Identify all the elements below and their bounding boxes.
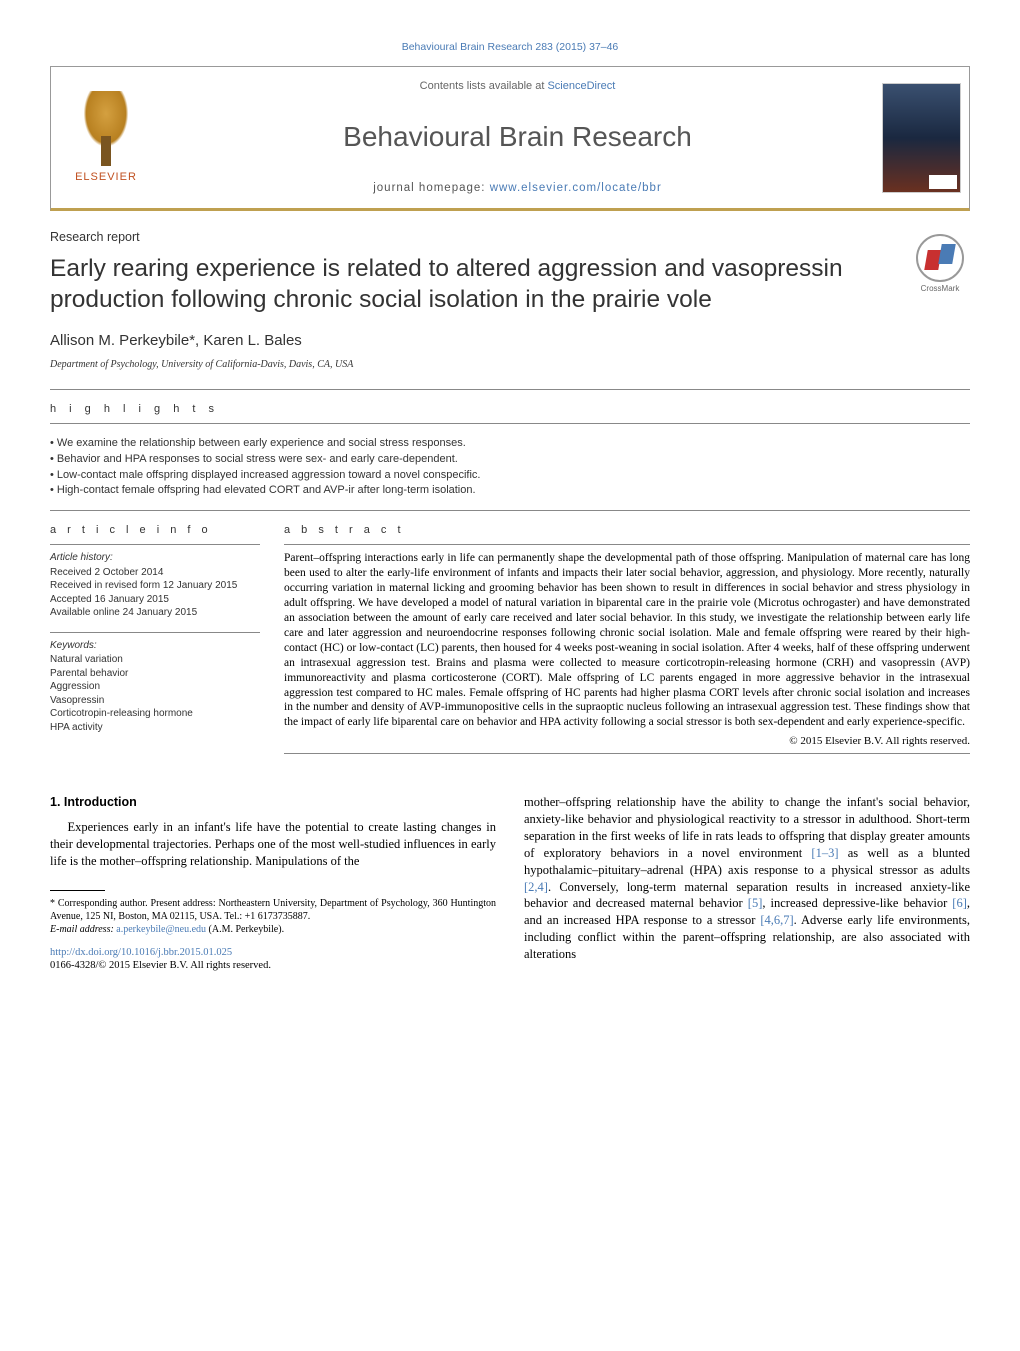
crossmark-icon [916,234,964,282]
footnotes: * Corresponding author. Present address:… [50,897,496,936]
journal-name: Behavioural Brain Research [171,118,864,156]
email-label: E-mail address: [50,924,116,935]
email-line: E-mail address: a.perkeybile@neu.edu (A.… [50,923,496,936]
article-info-heading: a r t i c l e i n f o [50,523,260,538]
crossmark-badge[interactable]: CrossMark [910,234,970,295]
sciencedirect-link[interactable]: ScienceDirect [547,80,615,92]
highlight-item: Behavior and HPA responses to social str… [50,452,970,467]
citation-link[interactable]: [1–3] [811,846,838,860]
elsevier-logo: ELSEVIER [61,88,151,188]
keyword-item: HPA activity [50,721,260,735]
article-type: Research report [50,229,970,246]
highlight-item: High-contact female offspring had elevat… [50,483,970,498]
keyword-item: Aggression [50,680,260,694]
keyword-item: Natural variation [50,653,260,667]
keyword-item: Vasopressin [50,694,260,708]
intro-paragraph-cont: mother–offspring relationship have the a… [524,794,970,963]
history-received: Received 2 October 2014 [50,566,260,580]
history-label: Article history: [50,551,260,565]
citation-link[interactable]: [2,4] [524,880,548,894]
author-email-link[interactable]: a.perkeybile@neu.edu [116,924,206,935]
publisher-logo-area: ELSEVIER [51,67,161,208]
highlight-item: We examine the relationship between earl… [50,436,970,451]
journal-cover-thumb [874,67,969,208]
doi-link[interactable]: http://dx.doi.org/10.1016/j.bbr.2015.01.… [50,947,232,958]
contents-prefix: Contents lists available at [420,80,548,92]
highlights-list: We examine the relationship between earl… [50,436,970,498]
keyword-item: Parental behavior [50,667,260,681]
intro-heading: 1. Introduction [50,794,496,811]
body-two-columns: 1. Introduction Experiences early in an … [50,794,970,973]
doi-block: http://dx.doi.org/10.1016/j.bbr.2015.01.… [50,946,496,973]
affiliation: Department of Psychology, University of … [50,358,970,372]
crossmark-label: CrossMark [910,284,970,295]
citation-link[interactable]: [4,6,7] [760,913,793,927]
article-info-column: a r t i c l e i n f o Article history: R… [50,523,260,766]
journal-header: ELSEVIER Contents lists available at Sci… [50,66,970,211]
journal-reference: Behavioural Brain Research 283 (2015) 37… [50,40,970,54]
citation-link[interactable]: [5] [748,896,763,910]
contents-available-line: Contents lists available at ScienceDirec… [171,79,864,94]
highlight-item: Low-contact male offspring displayed inc… [50,468,970,483]
corresponding-author-note: * Corresponding author. Present address:… [50,897,496,923]
issn-copyright-line: 0166-4328/© 2015 Elsevier B.V. All right… [50,960,271,971]
abstract-column: a b s t r a c t Parent–offspring interac… [284,523,970,766]
elsevier-label: ELSEVIER [75,170,137,185]
footnote-separator [50,890,105,891]
homepage-link[interactable]: www.elsevier.com/locate/bbr [490,182,662,194]
keywords-label: Keywords: [50,639,260,653]
body-column-left: 1. Introduction Experiences early in an … [50,794,496,973]
article-title: Early rearing experience is related to a… [50,254,970,315]
abstract-heading: a b s t r a c t [284,523,970,538]
authors-line: Allison M. Perkeybile*, Karen L. Bales [50,331,970,351]
highlights-heading: h i g h l i g h t s [50,402,970,417]
email-suffix: (A.M. Perkeybile). [206,924,284,935]
citation-link[interactable]: [6] [952,896,967,910]
abstract-text: Parent–offspring interactions early in l… [284,551,970,730]
text-run: , increased depressive-like behavior [762,896,952,910]
body-column-right: mother–offspring relationship have the a… [524,794,970,973]
elsevier-tree-icon [71,91,141,166]
copyright-line: © 2015 Elsevier B.V. All rights reserved… [284,734,970,749]
homepage-prefix: journal homepage: [373,182,489,194]
intro-paragraph: Experiences early in an infant's life ha… [50,819,496,870]
history-online: Available online 24 January 2015 [50,606,260,620]
history-accepted: Accepted 16 January 2015 [50,593,260,607]
history-revised: Received in revised form 12 January 2015 [50,579,260,593]
cover-image [882,83,961,193]
keyword-item: Corticotropin-releasing hormone [50,707,260,721]
homepage-line: journal homepage: www.elsevier.com/locat… [171,181,864,197]
